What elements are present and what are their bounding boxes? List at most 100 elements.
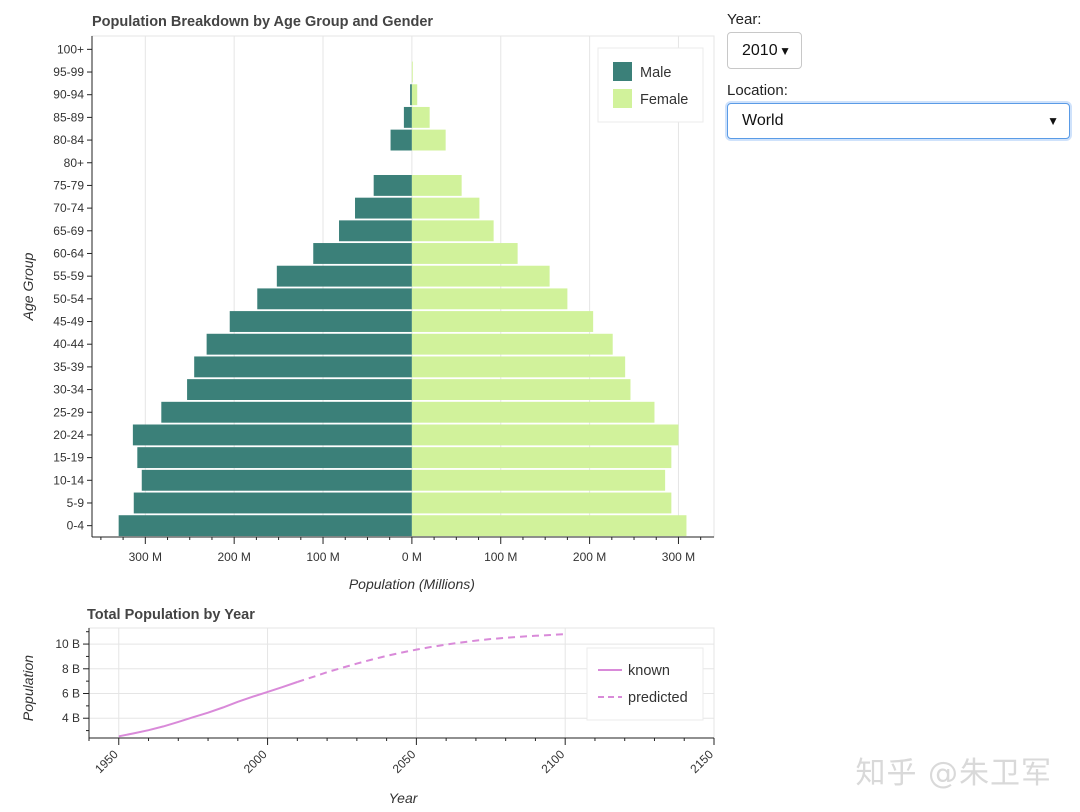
bar-male <box>161 401 412 423</box>
x-axis-label: Population (Millions) <box>349 576 475 592</box>
bar-male <box>137 447 412 469</box>
y-tick-label: 55-59 <box>53 269 84 283</box>
bar-male <box>187 379 412 401</box>
series-line-predicted <box>296 633 566 683</box>
bar-female <box>411 492 672 514</box>
legend-box <box>586 647 704 721</box>
y-tick-label: 100+ <box>57 42 84 56</box>
chart-title: Population Breakdown by Age Group and Ge… <box>92 14 433 30</box>
chart-title: Total Population by Year <box>87 607 255 623</box>
y-tick-label: 70-74 <box>53 201 84 215</box>
y-tick-label: 30-34 <box>53 383 84 397</box>
legend-box <box>597 47 704 123</box>
y-tick-label: 15-19 <box>53 451 84 465</box>
bar-male <box>390 129 412 151</box>
watermark: 知乎 @朱卫军 <box>855 756 1052 791</box>
year-select-value: 2010 <box>742 41 778 59</box>
legend-swatch-male <box>613 62 632 81</box>
bar-female <box>411 356 626 378</box>
bar-male <box>118 515 412 537</box>
bar-female <box>411 61 413 83</box>
bar-female <box>411 220 494 242</box>
y-axis-label: Age Group <box>20 252 36 321</box>
year-select[interactable]: 2010 ▼ <box>727 32 802 69</box>
legend: known predicted <box>586 647 704 721</box>
bar-male <box>355 197 412 219</box>
x-tick-label: 0 M <box>402 550 422 564</box>
bar-female <box>411 469 666 491</box>
bar-female <box>411 424 679 446</box>
bar-female <box>411 447 672 469</box>
y-tick-label: 95-99 <box>53 65 84 79</box>
chevron-down-icon: ▼ <box>1047 114 1059 128</box>
bar-female <box>411 401 655 423</box>
bar-male <box>206 333 412 355</box>
x-tick-label: 2000 <box>241 747 270 776</box>
bar-female <box>411 311 594 332</box>
y-tick-label: 50-54 <box>53 292 84 306</box>
bar-female <box>411 197 480 219</box>
y-axis-label: Population <box>20 655 36 721</box>
bar-female <box>411 333 613 355</box>
y-tick-label: 60-64 <box>53 246 84 260</box>
y-tick-label: 90-94 <box>53 88 84 102</box>
x-axis-label: Year <box>389 790 419 806</box>
bar-male <box>257 288 412 310</box>
bar-male <box>132 424 412 446</box>
legend-label-male: Male <box>640 65 671 81</box>
location-select-value: World <box>742 112 784 129</box>
y-tick-label: 0-4 <box>67 519 85 533</box>
legend-label-predicted: predicted <box>628 690 688 706</box>
bar-male <box>313 243 412 264</box>
x-tick-label: 300 M <box>129 550 162 564</box>
y-tick-label: 8 B <box>62 662 80 676</box>
location-select[interactable]: World ▼ <box>727 103 1070 139</box>
y-tick-label: 65-69 <box>53 224 84 238</box>
x-tick-label: 300 M <box>662 550 695 564</box>
y-tick-label: 80+ <box>64 156 84 170</box>
y-tick-label: 40-44 <box>53 337 84 351</box>
legend-label-female: Female <box>640 92 688 108</box>
bar-male <box>410 84 412 106</box>
bar-female <box>411 129 446 151</box>
bar-male <box>194 356 412 378</box>
year-label: Year: <box>727 11 762 28</box>
bar-male <box>373 174 412 196</box>
y-tick-label: 75-79 <box>53 178 84 192</box>
y-tick-label: 10 B <box>55 637 80 651</box>
y-tick-label: 25-29 <box>53 405 84 419</box>
y-tick-label: 45-49 <box>53 315 84 329</box>
location-label: Location: <box>727 82 788 99</box>
bar-female <box>411 84 418 106</box>
total-population-chart: Total Population by Year 4 B 6 B 8 B 10 B 195… <box>20 607 716 806</box>
x-tick-label: 200 M <box>217 550 250 564</box>
legend: Male Female <box>597 47 704 123</box>
bar-female <box>411 106 430 128</box>
x-tick-label: 2150 <box>687 747 716 776</box>
bar-female <box>411 265 550 287</box>
y-tick-label: 20-24 <box>53 428 84 442</box>
bar-male <box>141 469 412 491</box>
bar-male <box>229 311 412 332</box>
y-tick-label: 80-84 <box>53 133 84 147</box>
bar-female <box>411 243 518 264</box>
x-tick-label: 200 M <box>573 550 606 564</box>
x-tick-label: 100 M <box>306 550 339 564</box>
y-tick-label: 6 B <box>62 687 80 701</box>
y-tick-label: 10-14 <box>53 473 84 487</box>
x-tick-label: 2050 <box>390 747 419 776</box>
bar-female <box>411 288 568 310</box>
series-line-known <box>118 681 298 738</box>
y-tick-label: 85-89 <box>53 110 84 124</box>
x-tick-label: 100 M <box>484 550 517 564</box>
y-tick-label: 4 B <box>62 711 80 725</box>
chevron-down-icon: ▼ <box>779 43 791 58</box>
bar-female <box>411 515 687 537</box>
x-tick-label: 1950 <box>92 747 121 776</box>
bar-male <box>276 265 412 287</box>
y-tick-label: 35-39 <box>53 360 84 374</box>
bar-male <box>133 492 412 514</box>
population-pyramid-chart: Population Breakdown by Age Group and Ge… <box>20 14 715 592</box>
bar-male <box>339 220 412 242</box>
legend-label-known: known <box>628 663 670 679</box>
